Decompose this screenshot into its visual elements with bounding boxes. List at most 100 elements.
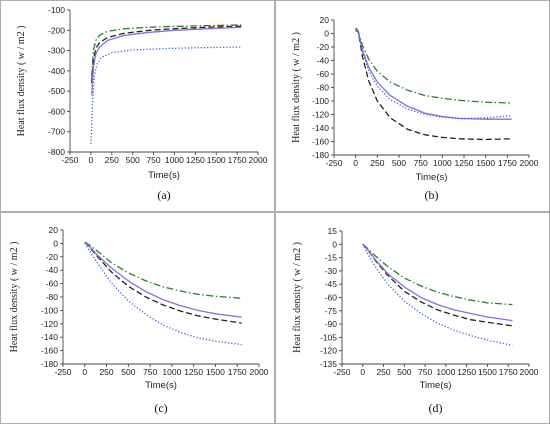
x-tick-label: 2000 (520, 158, 539, 168)
series-line-dotted (84, 243, 242, 346)
panel-frame (0, 0, 275, 212)
x-axis-label: Time(s) (416, 172, 448, 183)
x-tick-label: 0 (82, 367, 87, 377)
series-line-dashdot (84, 241, 242, 299)
y-tick-label: -20 (46, 252, 59, 262)
x-tick-label: 1250 (184, 367, 203, 377)
y-tick-label: -160 (312, 137, 329, 147)
x-tick-label: 1500 (476, 158, 495, 168)
y-tick-label: -45 (325, 279, 338, 289)
y-tick-label: -100 (48, 5, 65, 15)
x-tick-label: 500 (397, 367, 411, 377)
x-tick-label: 1000 (162, 367, 181, 377)
x-tick-label: 250 (370, 158, 384, 168)
series-line-dotted (362, 244, 513, 347)
y-tick-label: -400 (48, 66, 65, 76)
chart-panel-1: -250 0 250 500 750 1000 1250 1500 1750 2000 -100 -2… (0, 0, 275, 212)
x-tick-label: 1500 (207, 155, 226, 165)
x-axis-label: Time(s) (420, 380, 452, 391)
x-tick-label: -250 (333, 367, 350, 377)
series-line-dotted (90, 46, 242, 144)
x-tick-label: 750 (143, 367, 157, 377)
y-tick-label: 20 (320, 15, 330, 25)
x-tick-label: 750 (146, 155, 160, 165)
y-tick-label: -40 (317, 56, 330, 66)
x-tick-label: 500 (126, 155, 140, 165)
x-tick-label: 1500 (206, 367, 225, 377)
y-tick-label: 0 (324, 29, 329, 39)
x-tick-label: 750 (418, 367, 432, 377)
y-tick-label: -135 (320, 359, 337, 369)
x-axis-label: Time(s) (145, 380, 177, 391)
y-tick-label: -600 (48, 106, 65, 116)
series-line-dashdot (91, 24, 242, 77)
y-axis-label: Heat flux density ( w / m2 ) (16, 26, 27, 137)
panel-frame (275, 0, 550, 212)
x-tick-label: -250 (325, 158, 342, 168)
x-tick-label: 1750 (228, 367, 247, 377)
x-tick-label: 0 (353, 158, 358, 168)
x-tick-label: 2000 (250, 367, 269, 377)
x-tick-label: 750 (414, 158, 428, 168)
x-tick-label: 1250 (457, 367, 476, 377)
y-tick-label: -160 (41, 346, 58, 356)
x-tick-label: 2000 (249, 155, 268, 165)
y-tick-label: -75 (325, 306, 338, 316)
x-axis-label: Time(s) (148, 170, 180, 181)
x-tick-label: 2000 (520, 367, 539, 377)
y-tick-label: -120 (41, 319, 58, 329)
y-tick-label: -60 (46, 279, 59, 289)
y-tick-label: -200 (48, 25, 65, 35)
series-line-solid (91, 26, 242, 96)
x-tick-label: 500 (121, 367, 135, 377)
x-tick-label: -250 (54, 367, 71, 377)
y-tick-label: 0 (53, 238, 58, 248)
x-tick-label: 1000 (436, 367, 455, 377)
y-tick-label: -105 (320, 332, 337, 342)
y-tick-label: -40 (46, 265, 59, 275)
y-tick-label: -90 (325, 319, 338, 329)
y-tick-label: 15 (328, 226, 338, 236)
y-tick-label: -700 (48, 127, 65, 137)
y-tick-label: -180 (312, 150, 329, 160)
x-tick-label: 1750 (228, 155, 247, 165)
y-axis-label: Heat flux density ( w / m2 ) (292, 242, 303, 353)
y-tick-label: -140 (41, 332, 58, 342)
x-tick-label: -250 (61, 155, 78, 165)
y-tick-label: -100 (312, 96, 329, 106)
y-tick-label: -120 (320, 346, 337, 356)
x-tick-label: 250 (376, 367, 390, 377)
series-line-solid (362, 243, 513, 322)
x-tick-label: 1250 (186, 155, 205, 165)
y-tick-label: -140 (312, 123, 329, 133)
chart-panel-3: -250 0 250 500 750 1000 1250 1500 1750 2000 20 0 -20… (0, 212, 275, 424)
series-line-dotted (355, 30, 512, 120)
series-line-dashed (91, 25, 242, 84)
y-axis-label: Heat flux density ( w / m2 ) (9, 242, 20, 353)
y-tick-label: -300 (48, 46, 65, 56)
y-tick-label: 20 (49, 225, 59, 235)
y-tick-label: -500 (48, 86, 65, 96)
panel-label: (d) (429, 401, 443, 415)
y-tick-label: -80 (317, 83, 330, 93)
chart-panel-4: -250 0 250 500 750 1000 1250 1500 1750 2000 15 0 -15… (275, 212, 550, 424)
panel-label: (c) (154, 401, 167, 415)
x-tick-label: 500 (392, 158, 406, 168)
y-tick-label: -100 (41, 305, 58, 315)
y-tick-label: -60 (317, 69, 330, 79)
y-tick-label: -80 (46, 292, 59, 302)
x-tick-label: 1000 (165, 155, 184, 165)
series-line-dashdot (362, 243, 513, 306)
y-tick-label: -120 (312, 110, 329, 120)
y-tick-label: -30 (325, 266, 338, 276)
y-axis-label: Heat flux density ( w / m2 ) (291, 32, 302, 143)
y-tick-label: -180 (41, 359, 58, 369)
x-tick-label: 1500 (478, 367, 497, 377)
x-tick-label: 1000 (433, 158, 452, 168)
series-line-dashed (355, 27, 512, 141)
series-line-solid (84, 241, 242, 318)
panel-label: (b) (425, 188, 439, 202)
x-tick-label: 1750 (498, 158, 517, 168)
y-tick-label: -15 (325, 253, 338, 263)
